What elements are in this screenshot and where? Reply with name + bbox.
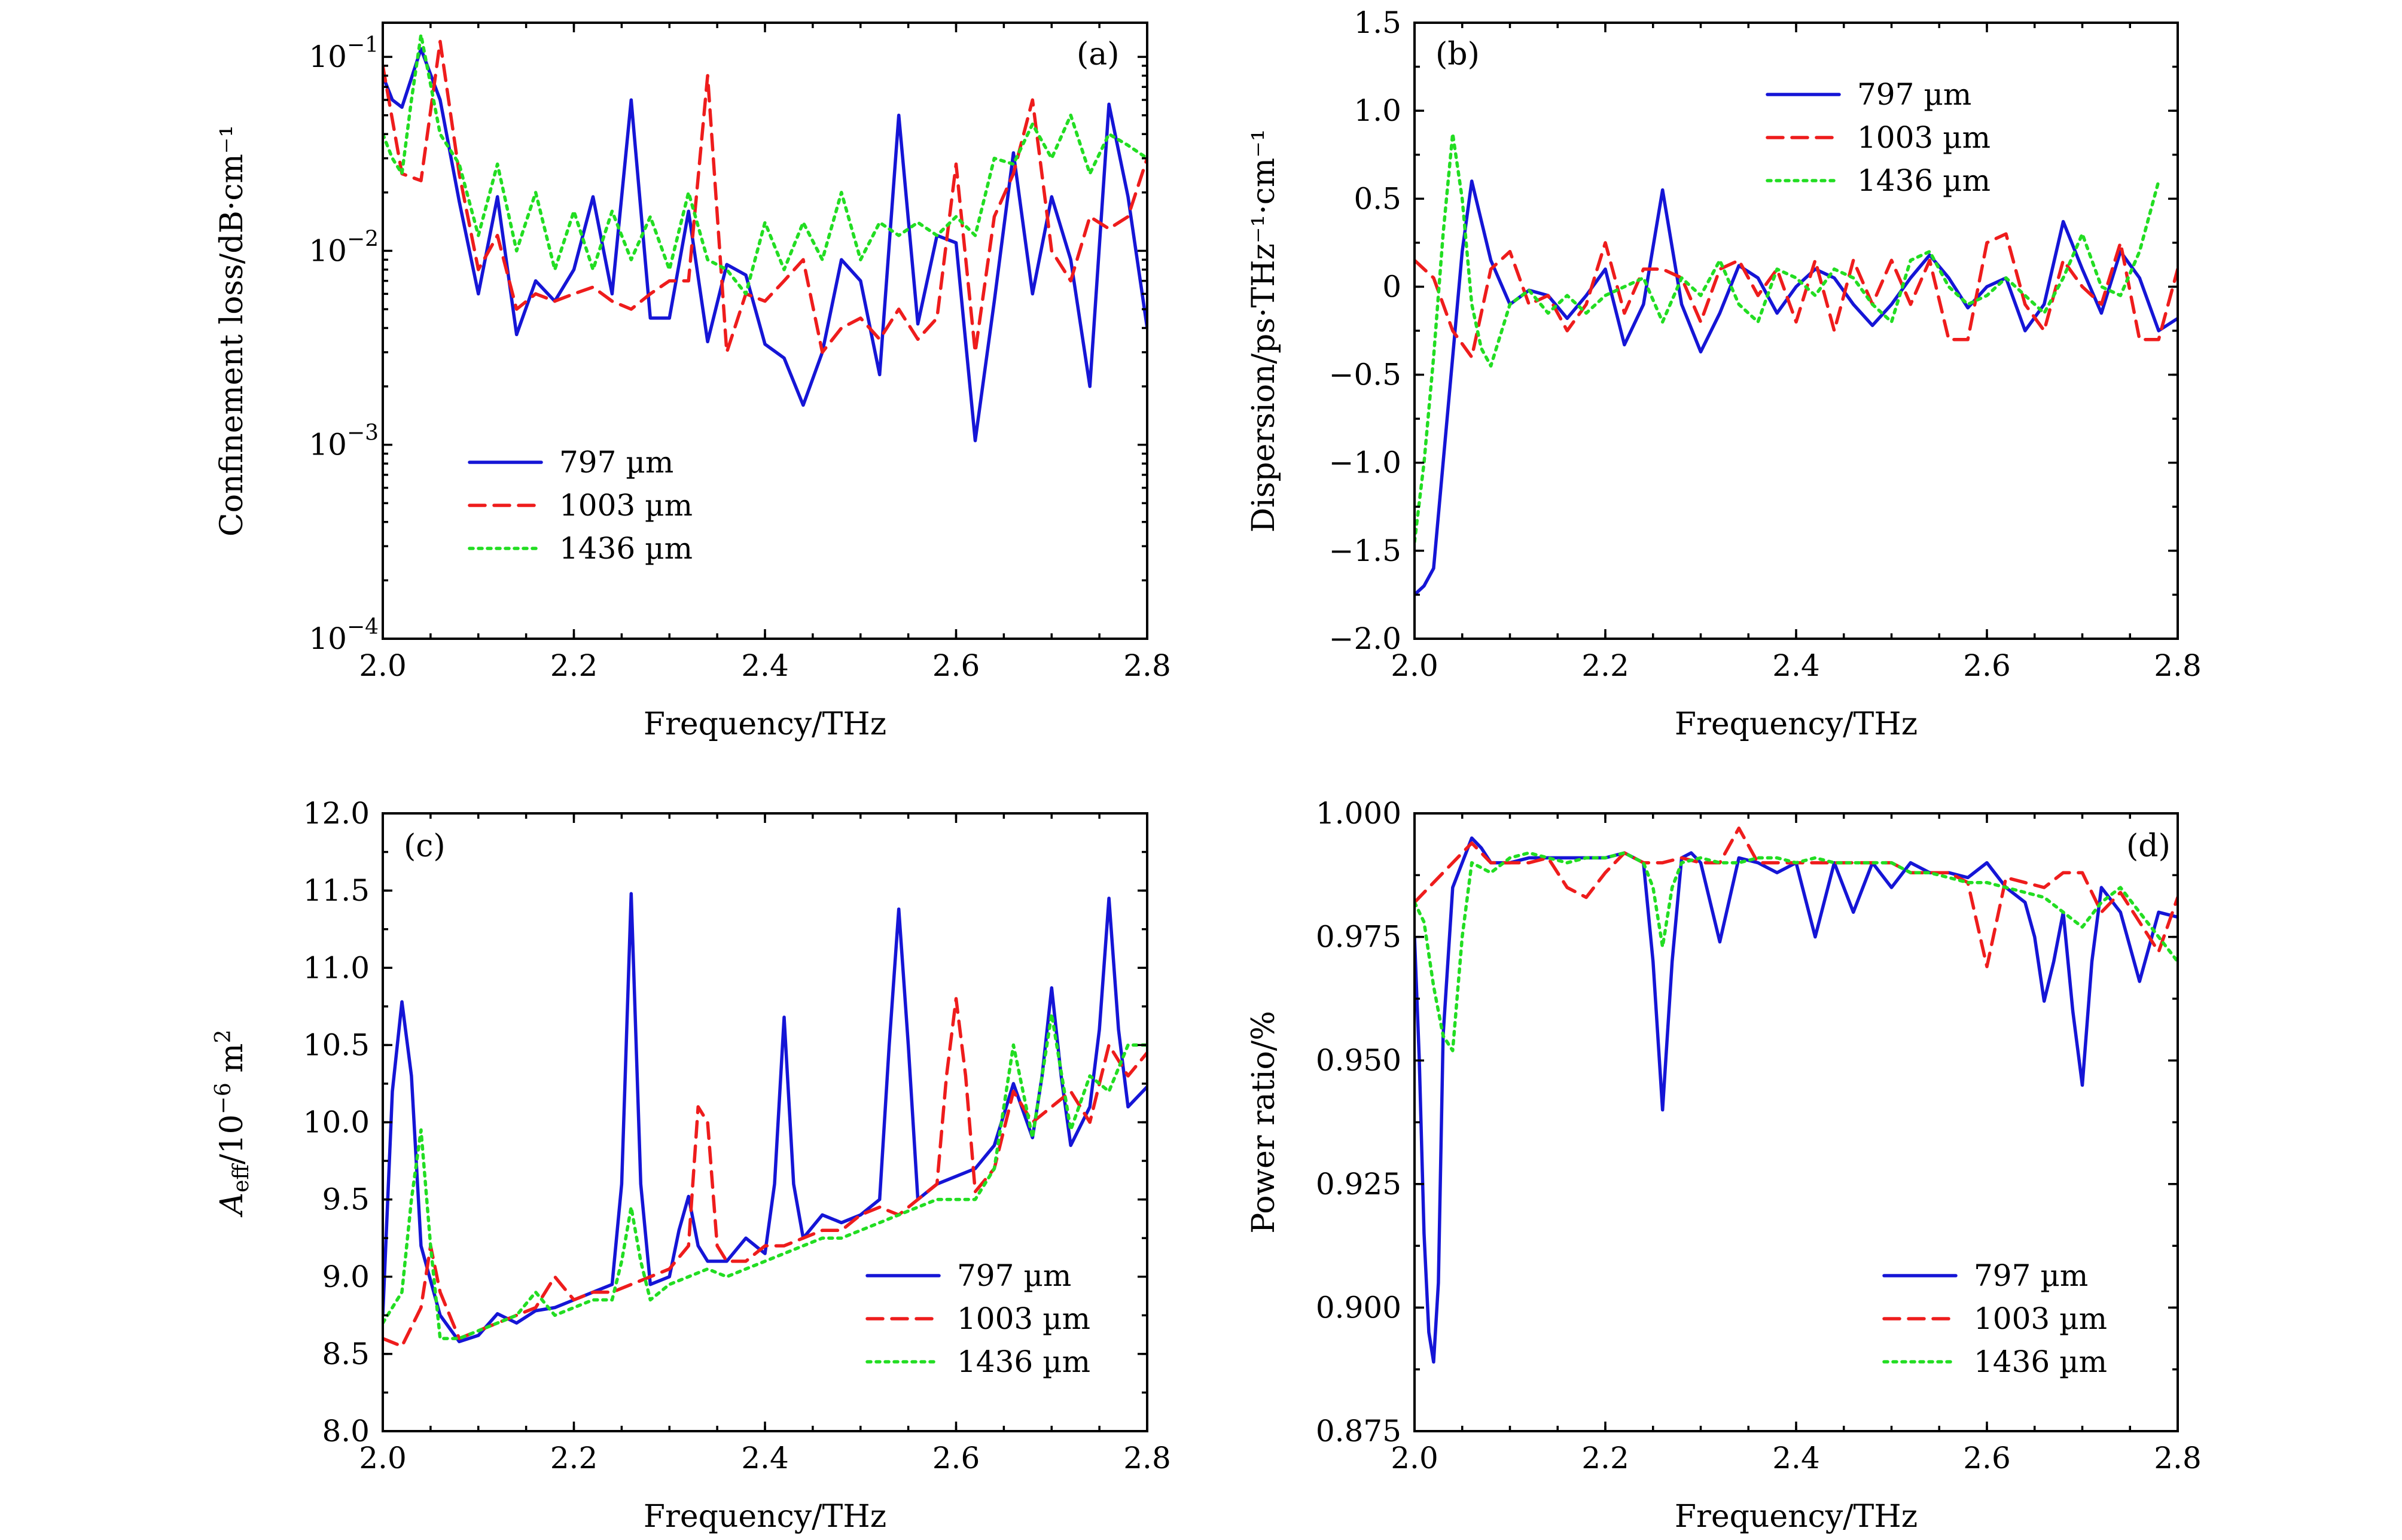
panel-c: 2.0 2.2 2.4 2.6 2.8 8.0 8.5 9.0 9.5 10.0 10.5 11.0 1…	[211, 796, 1171, 1535]
series-line-b-1	[1415, 232, 2178, 359]
x-tick-label: 2.4	[741, 648, 789, 683]
x-tick-label: 2.6	[1963, 648, 2011, 683]
legend: 797 µm 1003 µm 1436 µm	[1766, 77, 1991, 198]
series-line-b-2	[1415, 132, 2160, 544]
y-tick-label: 12.0	[303, 796, 370, 831]
legend-label-2: 1436 µm	[1857, 163, 1991, 198]
x-tick-label: 2.4	[1772, 1441, 1820, 1475]
y-tick-label: −2.0	[1329, 621, 1401, 656]
y-tick-label: −0.5	[1329, 358, 1401, 392]
legend-label-1: 1003 µm	[1857, 120, 1991, 155]
legend-label-2: 1436 µm	[559, 531, 693, 566]
y-tick-label: 10.5	[303, 1027, 370, 1062]
y-tick-label: 11.5	[303, 873, 370, 908]
y-tick-label: 0.5	[1354, 181, 1401, 216]
panel-b: 2.0 2.2 2.4 2.6 2.8 −2.0 −1.5 −1.0 −0.5 0 0.5 1.0 1.…	[1246, 5, 2202, 742]
x-tick-label: 2.8	[2154, 648, 2202, 683]
x-axis-label: Frequency/THz	[644, 706, 886, 742]
y-axis-label: Confinement loss/dB·cm⁻¹	[214, 125, 250, 536]
legend: 797 µm 1003 µm 1436 µm	[1882, 1258, 2107, 1379]
x-tick-label: 2.6	[932, 648, 980, 683]
y-tick-exponent: −4	[347, 615, 379, 639]
series-line-c-2	[383, 1012, 1147, 1340]
y-tick-label: 9.0	[322, 1260, 370, 1294]
y-tick-label: 0.925	[1316, 1167, 1401, 1201]
y-tick-label: 0	[1382, 269, 1401, 304]
panel-a: 2.0 2.2 2.4 2.6 2.810−410−310−210 −1Frequency…	[214, 22, 1171, 742]
y-tick-exponent: −2	[347, 227, 379, 251]
series-line-d-2	[1415, 851, 2178, 1053]
panel-tag: (c)	[404, 828, 446, 864]
x-tick-label: 2.4	[1772, 648, 1820, 683]
y-tick-label: 0.875	[1316, 1414, 1401, 1448]
y-tick-label: 10.0	[303, 1105, 370, 1140]
x-tick-label: 2.0	[1391, 648, 1438, 683]
x-tick-label: 2.4	[741, 1441, 789, 1475]
panel-tag: (a)	[1077, 36, 1120, 72]
legend-label-2: 1436 µm	[1974, 1344, 2107, 1379]
y-tick-label: 11.0	[303, 950, 370, 985]
x-axis-label: Frequency/THz	[644, 1499, 886, 1535]
x-tick-label: 2.0	[359, 1441, 407, 1475]
x-tick-label: 2.2	[1581, 1441, 1629, 1475]
x-tick-label: 2.6	[932, 1441, 980, 1475]
y-axis-label: Aeff/10−6 m2	[211, 1030, 254, 1218]
x-tick-label: 2.0	[359, 648, 407, 683]
series-line-a-0	[383, 47, 1147, 443]
legend-label-0: 797 µm	[1857, 77, 1971, 112]
y-tick-label: 10	[309, 39, 347, 74]
x-axis-label: Frequency/THz	[1675, 706, 1918, 742]
x-tick-label: 2.2	[550, 1441, 598, 1475]
x-tick-label: 2.8	[1123, 648, 1171, 683]
legend-label-1: 1003 µm	[1974, 1301, 2107, 1336]
y-tick-label: 8.0	[322, 1414, 370, 1448]
y-tick-label: 1.0	[1354, 93, 1401, 128]
x-axis-label: Frequency/THz	[1675, 1499, 1918, 1535]
legend-label-0: 797 µm	[559, 445, 673, 480]
y-tick-label: 10	[309, 428, 347, 462]
y-tick-label: −1.5	[1329, 533, 1401, 568]
x-tick-label: 2.6	[1963, 1441, 2011, 1475]
legend-label-1: 1003 µm	[957, 1301, 1090, 1336]
legend: 797 µm 1003 µm 1436 µm	[865, 1258, 1090, 1379]
y-tick-label: 8.5	[322, 1337, 370, 1371]
y-tick-exponent: −1	[347, 33, 379, 57]
y-tick-label: 0.975	[1316, 920, 1401, 955]
panel-tag: (b)	[1435, 36, 1480, 72]
y-tick-label: 0.900	[1316, 1290, 1401, 1325]
panel-d: 2.0 2.2 2.4 2.6 2.8 0.875 0.900 0.925 0.950 0.975…	[1246, 796, 2202, 1535]
y-axis-label: Dispersion/ps·THz⁻¹·cm⁻¹	[1246, 129, 1282, 532]
legend-label-0: 797 µm	[957, 1258, 1071, 1293]
x-tick-label: 2.2	[550, 648, 598, 683]
panel-tag: (d)	[2126, 828, 2171, 864]
series-line-d-0	[1415, 836, 2178, 1364]
y-tick-label: 0.950	[1316, 1043, 1401, 1078]
legend-label-2: 1436 µm	[957, 1344, 1090, 1379]
x-tick-label: 2.8	[2154, 1441, 2202, 1475]
y-tick-label: 1.5	[1354, 5, 1401, 40]
y-tick-label: 10	[309, 621, 347, 656]
series-line-c-0	[383, 892, 1147, 1343]
y-tick-label: 1.000	[1316, 796, 1401, 831]
legend-label-1: 1003 µm	[559, 488, 693, 523]
y-tick-exponent: −3	[347, 421, 379, 446]
x-tick-label: 2.2	[1581, 648, 1629, 683]
y-tick-label: 9.5	[322, 1182, 370, 1217]
y-tick-label: 10	[309, 233, 347, 268]
series-line-a-2	[383, 33, 1147, 296]
y-axis-label: Power ratio/%	[1246, 1011, 1282, 1233]
x-tick-label: 2.0	[1391, 1441, 1438, 1475]
legend-label-0: 797 µm	[1974, 1258, 2088, 1293]
x-tick-label: 2.8	[1123, 1441, 1171, 1475]
y-tick-label: −1.0	[1329, 446, 1401, 480]
legend: 797 µm 1003 µm 1436 µm	[468, 445, 693, 566]
